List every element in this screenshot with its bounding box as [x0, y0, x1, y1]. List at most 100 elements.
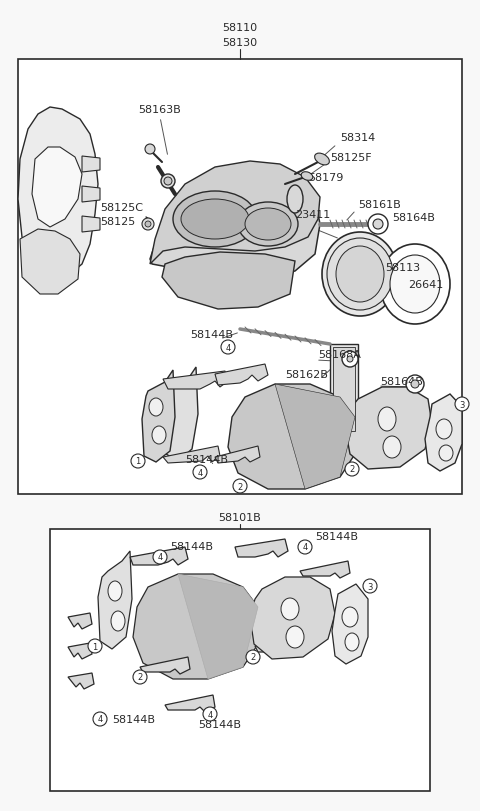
Text: 1: 1	[92, 642, 97, 650]
Polygon shape	[215, 365, 268, 385]
Bar	[50, 530, 430, 791]
Polygon shape	[140, 657, 190, 674]
Ellipse shape	[111, 611, 125, 631]
Text: 58125: 58125	[100, 217, 135, 227]
Circle shape	[342, 351, 358, 367]
Circle shape	[145, 221, 151, 228]
Text: 58144B: 58144B	[170, 541, 213, 551]
Circle shape	[373, 220, 383, 230]
Polygon shape	[163, 371, 228, 389]
Text: 58125C: 58125C	[100, 203, 143, 212]
Text: 58144B: 58144B	[190, 329, 233, 340]
Circle shape	[203, 707, 217, 721]
Polygon shape	[82, 187, 100, 203]
Polygon shape	[68, 613, 92, 629]
Text: 4: 4	[207, 710, 213, 719]
Text: 58110: 58110	[222, 23, 258, 33]
Text: 58101B: 58101B	[218, 513, 262, 522]
Text: 58130: 58130	[222, 38, 258, 48]
Circle shape	[193, 466, 207, 479]
Text: 2: 2	[137, 672, 143, 682]
Polygon shape	[82, 217, 100, 233]
Circle shape	[455, 397, 469, 411]
Polygon shape	[150, 178, 320, 277]
Text: 2: 2	[349, 465, 355, 474]
Text: 58179: 58179	[308, 173, 343, 182]
Ellipse shape	[342, 607, 358, 627]
Text: 4: 4	[302, 543, 308, 551]
Text: 1: 1	[135, 457, 141, 466]
Text: 58164B: 58164B	[392, 212, 435, 223]
Bar	[333, 348, 355, 431]
Polygon shape	[163, 446, 220, 463]
Ellipse shape	[383, 436, 401, 458]
Polygon shape	[164, 367, 198, 461]
Text: 58163B: 58163B	[138, 105, 181, 115]
Polygon shape	[18, 108, 98, 275]
Polygon shape	[130, 547, 188, 565]
Ellipse shape	[287, 186, 303, 214]
Ellipse shape	[380, 245, 450, 324]
Text: 26641: 26641	[408, 280, 443, 290]
Ellipse shape	[108, 581, 122, 601]
Circle shape	[131, 454, 145, 469]
Ellipse shape	[327, 238, 393, 311]
Polygon shape	[250, 577, 335, 659]
Ellipse shape	[181, 200, 249, 240]
Circle shape	[161, 175, 175, 189]
Text: 4: 4	[226, 343, 230, 352]
Bar	[18, 60, 462, 495]
Text: 2: 2	[238, 482, 242, 491]
Ellipse shape	[345, 633, 359, 651]
Ellipse shape	[378, 407, 396, 431]
Text: 58164B: 58164B	[380, 376, 423, 387]
Polygon shape	[215, 446, 260, 463]
Circle shape	[363, 579, 377, 594]
Text: 58125F: 58125F	[330, 152, 372, 163]
Circle shape	[347, 357, 353, 363]
Text: 58144B: 58144B	[315, 531, 358, 541]
Polygon shape	[20, 230, 80, 294]
Ellipse shape	[322, 233, 398, 316]
Ellipse shape	[281, 599, 299, 620]
Polygon shape	[162, 253, 295, 310]
Polygon shape	[332, 584, 368, 664]
Ellipse shape	[439, 445, 453, 461]
Circle shape	[233, 479, 247, 493]
Circle shape	[246, 650, 260, 664]
Text: 3: 3	[367, 581, 372, 590]
Polygon shape	[142, 371, 175, 462]
Text: 4: 4	[197, 468, 203, 477]
Polygon shape	[178, 574, 258, 679]
Text: 58144B: 58144B	[185, 454, 228, 465]
Polygon shape	[255, 637, 307, 654]
Ellipse shape	[173, 191, 257, 247]
Circle shape	[298, 540, 312, 554]
Polygon shape	[228, 384, 355, 489]
Text: 4: 4	[157, 553, 163, 562]
Ellipse shape	[336, 247, 384, 303]
Polygon shape	[425, 394, 462, 471]
Text: 58162B: 58162B	[285, 370, 328, 380]
Text: 58168A: 58168A	[318, 350, 361, 359]
Circle shape	[88, 639, 102, 653]
Polygon shape	[98, 551, 132, 649]
Circle shape	[345, 462, 359, 476]
Polygon shape	[150, 162, 320, 264]
Text: 4: 4	[97, 714, 103, 723]
Circle shape	[142, 219, 154, 230]
Ellipse shape	[286, 626, 304, 648]
Ellipse shape	[436, 419, 452, 440]
Circle shape	[411, 380, 419, 388]
Ellipse shape	[301, 173, 313, 181]
Text: 58144B: 58144B	[199, 719, 241, 729]
Bar	[330, 345, 358, 435]
Polygon shape	[275, 384, 355, 489]
Circle shape	[164, 178, 172, 186]
Text: 58144B: 58144B	[112, 714, 155, 724]
Circle shape	[153, 551, 167, 564]
Text: 58161B: 58161B	[358, 200, 401, 210]
Ellipse shape	[245, 208, 291, 241]
Polygon shape	[345, 388, 432, 470]
Ellipse shape	[238, 203, 298, 247]
